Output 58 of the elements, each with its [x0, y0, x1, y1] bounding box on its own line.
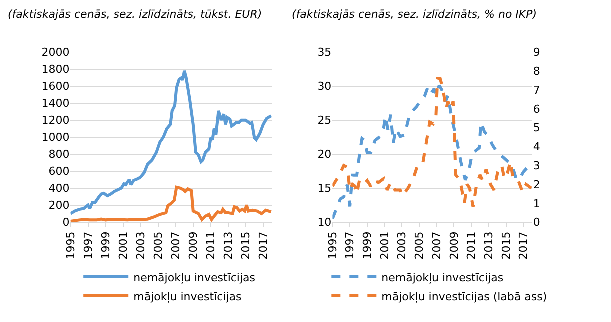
legend-label: mājokļu investīcijas (labā ass) — [382, 290, 548, 304]
x-tick-label: 1997 — [82, 232, 95, 260]
legend-label: mājokļu investīcijas — [134, 290, 242, 304]
x-tick-label: 2003 — [134, 232, 148, 260]
y2-tick-label: 0 — [533, 216, 540, 230]
y2-tick-label: 9 — [533, 46, 540, 60]
y-tick-label: 1800 — [42, 63, 70, 76]
y2-tick-label: 5 — [533, 122, 540, 135]
x-tick-label: 2013 — [222, 232, 235, 260]
y2-tick-label: 1 — [533, 197, 540, 210]
y2-tick-label: 2 — [533, 178, 540, 192]
chart-title: (faktiskajās cenās, sez. izlīdzināts, tūkst. EUR) — [8, 8, 262, 21]
x-tick-label: 2005 — [152, 232, 165, 260]
y-tick-label: 25 — [318, 114, 332, 128]
y-tick-label: 1400 — [42, 97, 70, 110]
x-tick-label: 1999 — [99, 232, 112, 260]
y-tick-label: 30 — [318, 80, 332, 94]
y2-tick-label: 4 — [533, 140, 540, 154]
y-tick-label: 0 — [62, 216, 70, 230]
y-tick-label: 1600 — [42, 80, 70, 94]
y-tick-label: 2000 — [42, 46, 70, 60]
y-tick-label: 35 — [318, 46, 332, 60]
y-tick-label: 1200 — [42, 114, 70, 128]
x-tick-label: 2017 — [257, 232, 270, 260]
chart-title: (faktiskajās cenās, sez. izlīdzināts, % no IKP) — [292, 8, 538, 21]
x-tick-label: 2017 — [517, 232, 530, 260]
y-tick-label: 15 — [318, 182, 332, 196]
legend-label: nemājokļu investīcijas — [134, 271, 256, 284]
y2-tick-label: 8 — [533, 65, 540, 78]
y2-tick-label: 3 — [533, 160, 540, 172]
y-tick-label: 20 — [318, 148, 332, 162]
x-tick-label: 1997 — [344, 232, 357, 260]
y2-tick-label: 7 — [533, 84, 540, 97]
legend-label: nemājokļu investīcijas — [382, 271, 504, 284]
x-tick-label: 2015 — [240, 232, 252, 260]
x-tick-label: 2005 — [413, 232, 426, 260]
x-tick-label: 2003 — [396, 232, 409, 260]
x-tick-label: 1995 — [64, 232, 78, 260]
x-tick-label: 1995 — [326, 232, 340, 260]
x-tick-label: 2007 — [169, 232, 182, 260]
x-tick-label: 2009 — [448, 232, 461, 260]
y-tick-label: 800 — [48, 148, 70, 162]
y-tick-label: 10 — [318, 216, 332, 230]
x-tick-label: 1999 — [360, 232, 374, 260]
x-tick-label: 2001 — [378, 232, 392, 260]
y2-tick-label: 6 — [533, 102, 540, 116]
y-tick-label: 400 — [48, 182, 70, 196]
x-tick-label: 2015 — [500, 232, 513, 260]
x-tick-label: 2009 — [186, 232, 200, 260]
x-tick-label: 2001 — [116, 232, 130, 260]
y-tick-label: 200 — [48, 199, 70, 212]
x-tick-label: 2013 — [482, 232, 496, 260]
x-tick-label: 2007 — [430, 232, 444, 260]
line-series — [70, 70, 272, 216]
y-tick-label: 600 — [48, 165, 70, 178]
x-tick-label: 2011 — [204, 232, 218, 260]
y-tick-label: 1000 — [42, 131, 70, 144]
x-tick-label: 2011 — [465, 232, 478, 260]
